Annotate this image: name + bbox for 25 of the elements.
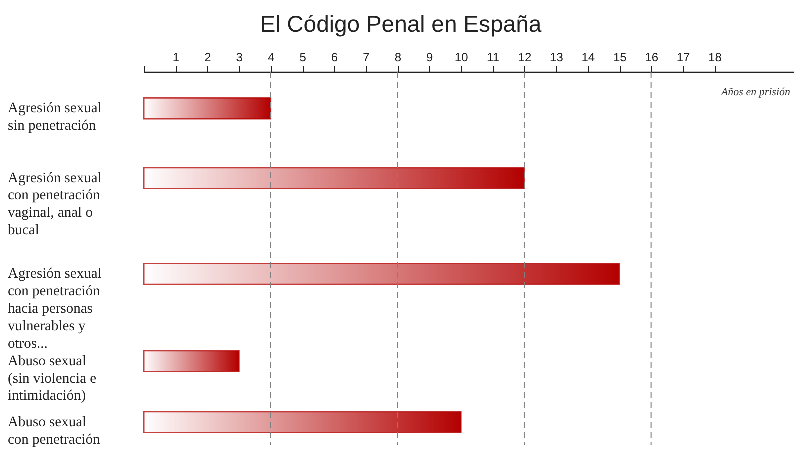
x-tick-label: 16: [645, 50, 659, 64]
y-tick-label: Agresión sexual con penetración hacia personas vulnerables y otros...: [8, 266, 102, 352]
chart-title: El Código Penal en España: [260, 11, 542, 37]
x-tick-label: 2: [204, 50, 212, 64]
y-tick-label: Abuso sexual con penetración: [8, 414, 101, 448]
x-tick-label: 11: [487, 50, 500, 64]
x-tick-label: 7: [363, 50, 370, 64]
x-tick-label: 12: [518, 50, 532, 64]
x-tick-label: 9: [426, 50, 434, 64]
x-tick-label: 18: [708, 50, 722, 64]
x-tick-label: 17: [676, 50, 691, 64]
y-tick-label: Agresión sexual con penetración vaginal, anal o bucal: [8, 170, 102, 239]
x-tick-label: 5: [300, 50, 307, 64]
x-tick-label: 8: [394, 50, 402, 64]
x-tick-label: 4: [268, 50, 275, 64]
y-tick-label: Agresión sexual sin penetración: [8, 100, 102, 134]
x-tick-label: 1: [172, 50, 180, 64]
x-tick-label: 6: [331, 50, 338, 64]
x-tick-label: 13: [550, 50, 564, 64]
x-axis-title: Años en prisión: [720, 86, 791, 98]
x-tick-label: 10: [454, 50, 469, 64]
y-tick-label: Abuso sexual (sin violencia e intimidación): [8, 353, 97, 404]
x-tick-label: 15: [613, 50, 628, 64]
x-tick-label: 14: [582, 50, 596, 64]
x-tick-label: 3: [236, 50, 244, 64]
